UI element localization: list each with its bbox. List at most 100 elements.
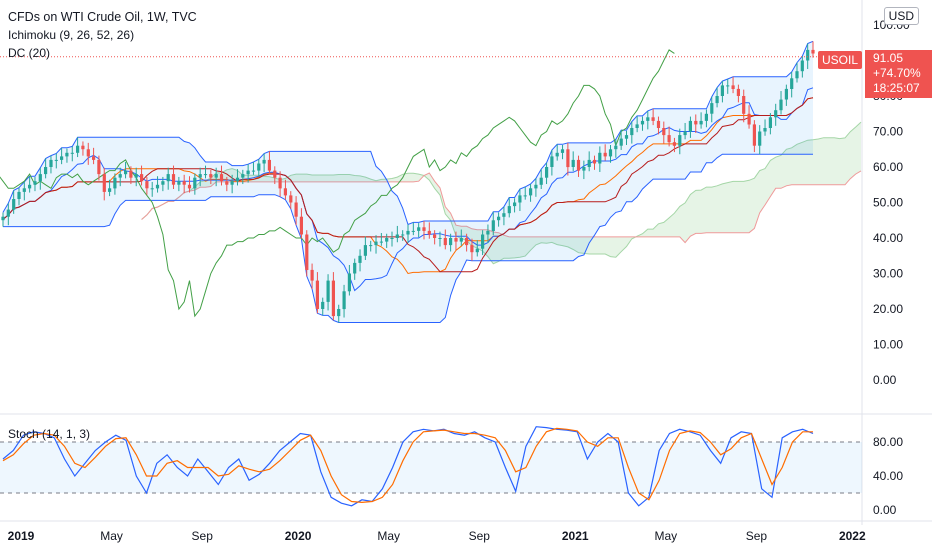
candle bbox=[470, 238, 474, 261]
candle-body bbox=[774, 110, 778, 118]
candle-body bbox=[491, 220, 495, 231]
candle-body bbox=[108, 188, 112, 192]
candle bbox=[726, 78, 730, 94]
candle bbox=[566, 142, 570, 176]
candle bbox=[465, 233, 469, 252]
candle bbox=[161, 176, 165, 192]
candle bbox=[54, 153, 58, 169]
candle-body bbox=[619, 138, 623, 146]
candle bbox=[699, 112, 703, 129]
candle-body bbox=[790, 78, 794, 89]
candle-body bbox=[646, 117, 650, 121]
candle bbox=[353, 258, 357, 280]
currency-button[interactable]: USD bbox=[883, 7, 919, 25]
candle-body bbox=[688, 120, 692, 132]
candle-body bbox=[411, 230, 415, 232]
candle-body bbox=[635, 124, 639, 128]
candle bbox=[219, 165, 224, 186]
candle-body bbox=[92, 156, 96, 160]
candle bbox=[747, 105, 751, 129]
candle-body bbox=[369, 245, 373, 247]
candle bbox=[385, 233, 389, 248]
candle-body bbox=[678, 135, 682, 146]
candle bbox=[321, 297, 325, 316]
candle bbox=[598, 146, 602, 172]
candle-body bbox=[534, 184, 538, 189]
candle bbox=[752, 120, 756, 153]
candle bbox=[662, 121, 666, 144]
candle-body bbox=[145, 181, 149, 189]
candle-body bbox=[12, 199, 16, 210]
price-tick-label: 20.00 bbox=[873, 302, 903, 316]
candle bbox=[406, 224, 410, 243]
candle bbox=[576, 155, 581, 177]
candle bbox=[363, 236, 367, 261]
candle bbox=[251, 162, 256, 175]
candle-body bbox=[715, 96, 719, 104]
candle bbox=[70, 146, 74, 162]
candle-body bbox=[486, 230, 490, 235]
candle bbox=[454, 231, 458, 251]
time-axis[interactable]: 2019 May Sep 2020 May Sep 2021 May Sep 2022 bbox=[8, 529, 866, 543]
price-tick-label: 70.00 bbox=[873, 125, 903, 139]
candle-body bbox=[566, 149, 570, 168]
candle bbox=[198, 167, 202, 187]
ichimoku-legend[interactable]: Ichimoku (9, 26, 52, 26) bbox=[8, 28, 135, 42]
candle bbox=[486, 224, 490, 243]
candle bbox=[214, 167, 218, 187]
candle-body bbox=[385, 238, 389, 242]
candle-body bbox=[161, 181, 165, 185]
candle bbox=[337, 304, 341, 323]
candle-body bbox=[571, 159, 575, 167]
candle bbox=[278, 171, 282, 197]
dc-lower bbox=[3, 153, 813, 323]
candle bbox=[241, 169, 245, 185]
candle-body bbox=[513, 202, 517, 207]
candle-body bbox=[331, 280, 335, 317]
bar-countdown: 18:25:07 bbox=[873, 81, 920, 95]
candle-body bbox=[81, 145, 85, 150]
cloud-fill bbox=[141, 122, 862, 264]
dc-legend[interactable]: DC (20) bbox=[8, 46, 51, 60]
candle bbox=[390, 231, 394, 247]
candle-body bbox=[592, 159, 597, 164]
candle bbox=[182, 174, 186, 194]
candle-body bbox=[763, 128, 767, 132]
candle-body bbox=[454, 238, 458, 242]
candle bbox=[102, 167, 106, 201]
candle bbox=[795, 62, 799, 83]
candle-body bbox=[49, 159, 53, 167]
candle-body bbox=[699, 120, 703, 125]
candle bbox=[672, 137, 676, 153]
candle-body bbox=[76, 145, 80, 153]
candle-body bbox=[289, 195, 293, 203]
candle bbox=[491, 211, 495, 236]
candle bbox=[704, 109, 708, 128]
candle-body bbox=[267, 159, 271, 171]
chart-title[interactable]: CFDs on WTI Crude Oil, 1W, TVC bbox=[8, 10, 197, 24]
candle bbox=[33, 176, 37, 192]
candle-body bbox=[60, 156, 64, 160]
candle-body bbox=[353, 262, 357, 274]
candle bbox=[784, 84, 788, 106]
price-axis[interactable]: 0.0010.0020.0030.0040.0050.0060.0070.008… bbox=[873, 18, 910, 387]
candle bbox=[17, 187, 21, 206]
candle bbox=[6, 203, 10, 226]
stoch-axis[interactable]: 0.00 40.00 80.00 bbox=[873, 435, 903, 517]
candle bbox=[758, 125, 762, 155]
candle-body bbox=[278, 177, 282, 189]
candle bbox=[124, 162, 128, 179]
candle bbox=[150, 181, 154, 197]
candle bbox=[518, 189, 522, 212]
candle bbox=[694, 114, 698, 133]
candle bbox=[555, 144, 559, 161]
candle bbox=[267, 151, 271, 175]
candle bbox=[571, 151, 575, 172]
stoch-legend[interactable]: Stoch (14, 1, 3) bbox=[8, 427, 91, 441]
candle bbox=[326, 274, 330, 311]
candle-body bbox=[262, 159, 266, 164]
candle bbox=[129, 166, 133, 185]
candle-body bbox=[118, 174, 122, 178]
time-tick-label: 2022 bbox=[839, 529, 866, 543]
